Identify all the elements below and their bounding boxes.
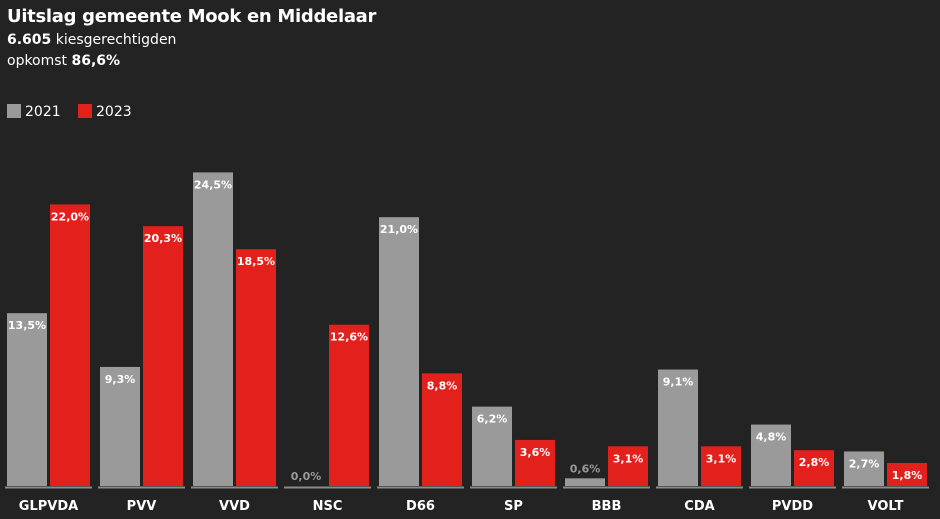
turnout-text: opkomst (7, 53, 68, 69)
bar (236, 249, 276, 486)
value-label: 2,8% (799, 456, 830, 469)
bar (379, 217, 419, 486)
bar (143, 226, 183, 486)
value-label: 21,0% (380, 223, 418, 236)
x-tick-label: BBB (592, 499, 622, 514)
bar (751, 424, 791, 486)
bar (887, 462, 927, 486)
x-tick-label: CDA (684, 499, 714, 514)
subtitle: 6.605 kiesgerechtigden (7, 32, 376, 48)
x-tick-label: NSC (313, 499, 343, 514)
bar (658, 369, 698, 486)
x-tick-label: VVD (219, 499, 250, 514)
value-label: 8,8% (427, 379, 458, 392)
x-tick-label: PVV (127, 499, 157, 514)
value-label: 22,0% (51, 210, 89, 223)
bar (472, 406, 512, 486)
electorate-text: kiesgerechtigden (55, 32, 177, 48)
bar (844, 451, 884, 486)
value-label: 2,7% (849, 457, 880, 470)
value-label: 18,5% (237, 255, 275, 268)
bar (794, 450, 834, 486)
bar (193, 172, 233, 486)
value-label: 9,1% (663, 376, 694, 389)
value-label: 12,6% (330, 331, 368, 344)
header: Uitslag gemeente Mook en Middelaar 6.605… (7, 6, 376, 74)
value-label: 1,8% (892, 469, 923, 482)
bar (515, 439, 555, 486)
value-label: 13,5% (8, 319, 46, 332)
x-tick-label: D66 (406, 499, 435, 514)
x-tick-label: PVDD (772, 499, 813, 514)
value-label: 3,1% (706, 452, 737, 465)
turnout: opkomst 86,6% (7, 53, 376, 69)
value-label: 0,0% (291, 470, 322, 483)
value-label: 9,3% (105, 373, 136, 386)
value-label: 0,6% (570, 462, 601, 475)
chart-title: Uitslag gemeente Mook en Middelaar (7, 6, 377, 27)
legend-label: 2021 (25, 104, 61, 120)
bar (329, 324, 369, 486)
bar (701, 446, 741, 486)
value-label: 6,2% (477, 413, 508, 426)
bar (100, 366, 140, 486)
value-label: 24,5% (194, 178, 232, 191)
value-label: 3,6% (520, 446, 551, 459)
x-tick-label: SP (504, 499, 523, 514)
bar (608, 446, 648, 486)
bar (7, 313, 47, 486)
electorate-count: 6.605 (7, 32, 52, 48)
value-label: 3,1% (613, 452, 644, 465)
value-label: 4,8% (756, 431, 787, 444)
bar (422, 373, 462, 486)
legend-swatch (7, 104, 21, 118)
bar (50, 204, 90, 486)
bar (565, 478, 605, 486)
x-tick-label: VOLT (868, 499, 904, 514)
legend-label: 2023 (96, 104, 132, 120)
x-tick-label: GLPVDA (19, 499, 78, 514)
turnout-value: 86,6% (71, 53, 121, 69)
value-label: 20,3% (144, 232, 182, 245)
legend-swatch (78, 104, 92, 118)
